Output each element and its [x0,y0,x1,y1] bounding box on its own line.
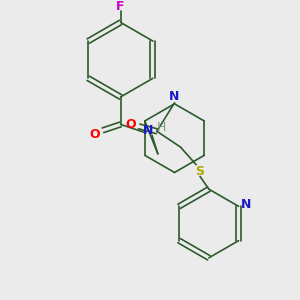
Text: S: S [196,165,205,178]
Text: H: H [157,121,167,134]
Text: O: O [125,118,136,131]
Text: F: F [116,0,125,13]
Text: N: N [143,124,153,137]
Text: N: N [169,91,180,103]
Text: N: N [241,198,252,211]
Text: O: O [90,128,101,141]
